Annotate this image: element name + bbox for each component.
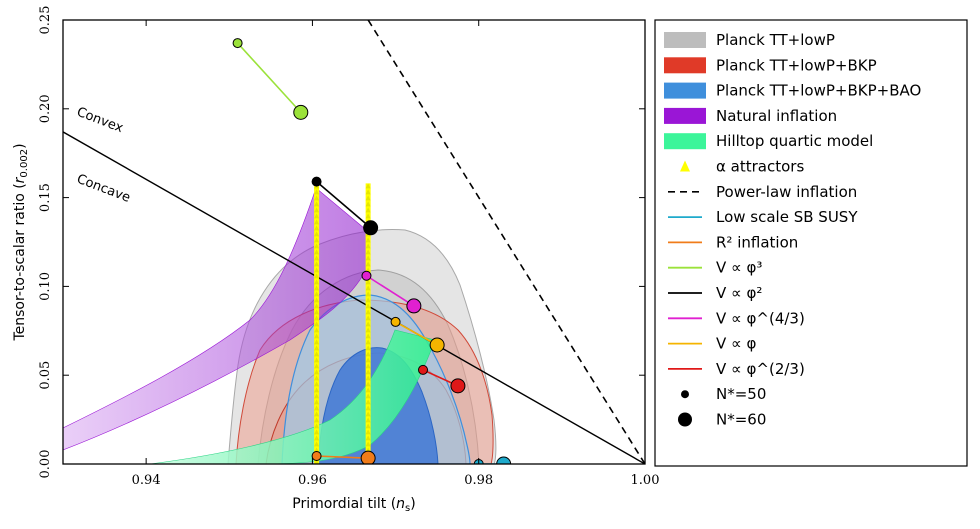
legend-label: V ∝ φ³ xyxy=(716,259,762,277)
series-2-n50-point xyxy=(362,271,371,280)
y-tick-label: 0.20 xyxy=(38,94,53,123)
series-1-n50-point xyxy=(312,177,321,186)
legend-label: Power-law inflation xyxy=(716,183,857,201)
legend-item: Hilltop quartic model xyxy=(664,132,873,150)
legend-label: N*=50 xyxy=(716,385,766,403)
series-2-n60-point xyxy=(407,299,421,313)
legend-item: Planck TT+lowP+BKP xyxy=(664,56,877,74)
series-0-n60-point xyxy=(294,105,308,119)
x-tick-label: 0.98 xyxy=(464,473,493,488)
legend-label: V ∝ φ² xyxy=(716,284,762,302)
legend: Planck TT+lowP Planck TT+lowP+BKP Planck T… xyxy=(655,20,967,466)
y-tick-label: 0.00 xyxy=(38,450,53,479)
series-5-n50-point xyxy=(312,452,321,461)
legend-label: Planck TT+lowP xyxy=(716,31,835,49)
legend-label: V ∝ φ^(2/3) xyxy=(716,360,805,378)
x-axis-label: Primordial tilt (ns) xyxy=(292,496,415,514)
legend-label: α attractors xyxy=(716,158,804,176)
y-tick-label: 0.05 xyxy=(38,361,53,390)
series-0-n50-point xyxy=(233,39,242,48)
legend-label: V ∝ φ xyxy=(716,335,757,353)
convex-annotation: Convex xyxy=(75,105,126,136)
concave-annotation: Concave xyxy=(75,172,133,206)
legend-swatch xyxy=(664,57,706,73)
legend-item: Planck TT+lowP+BKP+BAO xyxy=(664,82,921,100)
legend-dot xyxy=(681,390,689,398)
y-tick-label: 0.25 xyxy=(38,6,53,35)
legend-item: Planck TT+lowP xyxy=(664,31,835,49)
y-axis-label: Tensor-to-scalar ratio (r0.002) xyxy=(12,143,30,341)
legend-swatch xyxy=(664,108,706,124)
x-tick-label: 1.00 xyxy=(631,473,660,488)
series-1-n60-point xyxy=(364,221,378,235)
legend-label: Planck TT+lowP+BKP+BAO xyxy=(716,82,921,100)
plot-area xyxy=(63,20,645,471)
legend-label: Planck TT+lowP+BKP xyxy=(716,56,877,74)
series-3-n60-point xyxy=(430,338,444,352)
y-tick-label: 0.10 xyxy=(38,272,53,301)
series-4-n60-point xyxy=(451,379,465,393)
series-4-n50-point xyxy=(419,365,428,374)
legend-label: Natural inflation xyxy=(716,107,837,125)
x-tick-label: 0.96 xyxy=(298,473,327,488)
legend-dot xyxy=(678,413,692,427)
series-3-n50-point xyxy=(391,317,400,326)
legend-swatch xyxy=(664,133,706,149)
legend-swatch xyxy=(664,83,706,99)
legend-label: R² inflation xyxy=(716,233,798,251)
legend-label: Hilltop quartic model xyxy=(716,132,873,150)
x-tick-label: 0.94 xyxy=(132,473,161,488)
legend-label: N*=60 xyxy=(716,411,766,429)
y-tick-label: 0.15 xyxy=(38,183,53,212)
legend-item: Natural inflation xyxy=(664,107,837,125)
legend-swatch xyxy=(664,32,706,48)
legend-label: V ∝ φ^(4/3) xyxy=(716,309,805,327)
series-0-line xyxy=(238,43,301,112)
legend-label: Low scale SB SUSY xyxy=(716,208,858,226)
series-5-n60-point xyxy=(361,451,375,465)
